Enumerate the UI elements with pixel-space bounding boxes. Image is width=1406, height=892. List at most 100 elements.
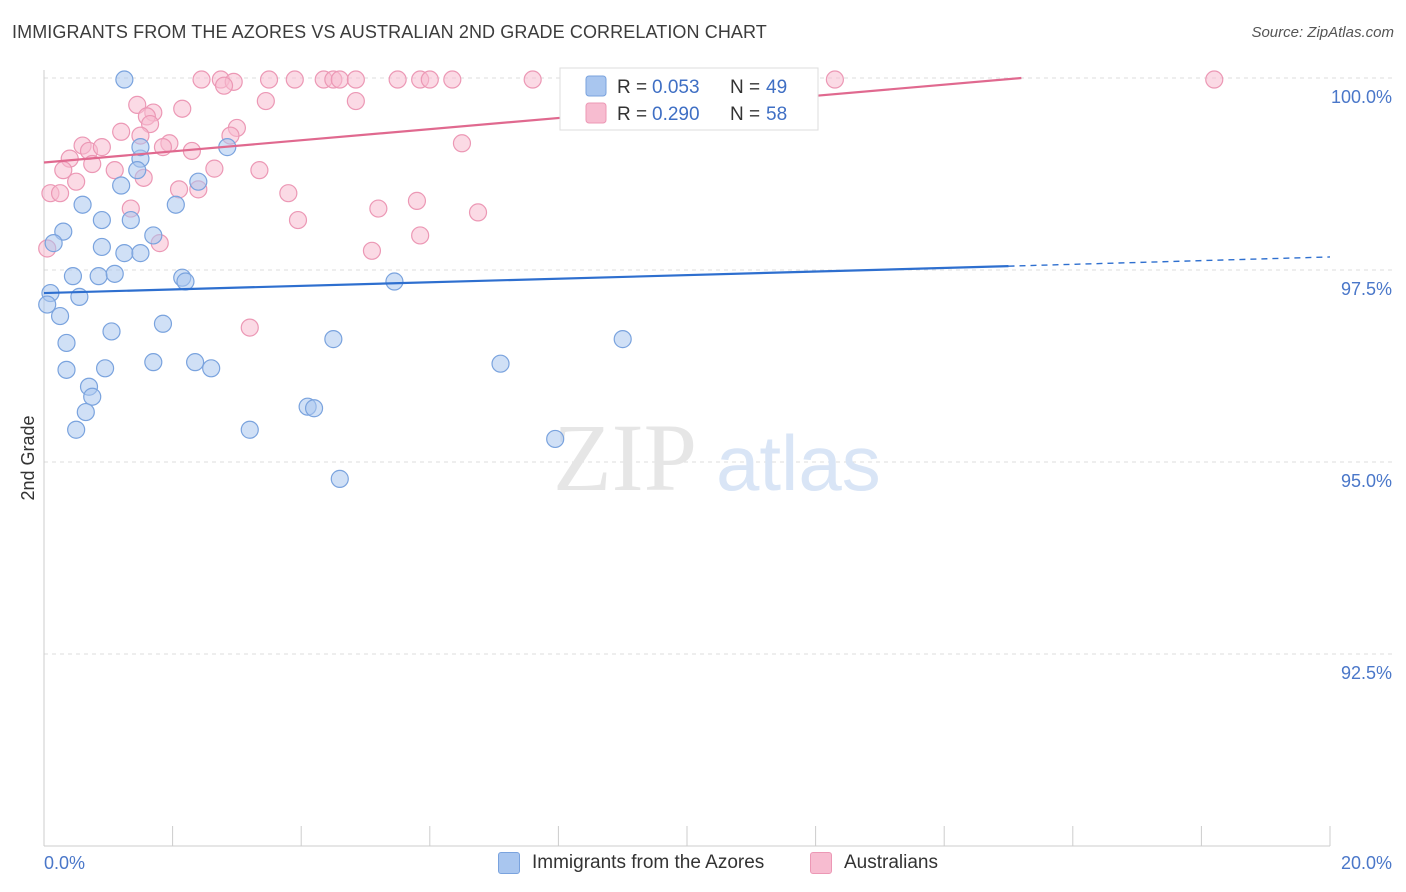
point-azores — [144, 226, 163, 245]
series-legend: Immigrants from the Azores Australians — [0, 852, 1406, 878]
stats-legend: R = 0.053 N = 49 R = 0.290 N = 58 — [559, 67, 819, 131]
point-australians — [173, 99, 192, 118]
point-azores — [102, 322, 121, 341]
chart-title: IMMIGRANTS FROM THE AZORES VS AUSTRALIAN… — [12, 22, 767, 42]
legend-pink-n-value: 58 — [766, 104, 787, 125]
source-label: Source: ZipAtlas.com — [1251, 24, 1394, 41]
point-australians — [407, 191, 427, 210]
legend-blue-n-label: N = — [730, 77, 765, 98]
point-azores — [324, 330, 343, 349]
point-azores — [115, 70, 134, 89]
point-azores — [57, 360, 76, 379]
point-australians — [214, 76, 234, 95]
point-azores — [76, 402, 95, 422]
point-australians — [1205, 70, 1224, 89]
point-azores — [189, 172, 208, 191]
point-australians — [362, 241, 382, 260]
x-tick-label-min: 0.0% — [44, 853, 85, 873]
y-tick-label: 92.5% — [1341, 663, 1392, 683]
point-azores — [57, 333, 76, 353]
point-azores — [613, 330, 632, 349]
x-tick-label-max: 20.0% — [1341, 853, 1392, 873]
point-australians — [369, 199, 388, 218]
legend-blue-r-value: 0.053 — [652, 77, 700, 98]
y-axis-title: 2nd Grade — [18, 415, 38, 500]
point-australians — [205, 159, 224, 178]
point-azores — [176, 272, 195, 291]
point-azores — [73, 195, 92, 214]
point-australians — [346, 91, 365, 111]
point-azores — [131, 244, 150, 263]
y-tick-label: 97.5% — [1341, 279, 1392, 299]
point-azores — [131, 138, 150, 157]
point-australians — [192, 70, 211, 89]
legend-swatch-azores — [498, 852, 520, 874]
trend-line-australians — [43, 76, 1022, 164]
point-australians — [240, 318, 259, 337]
point-azores — [304, 399, 324, 418]
legend-swatch-blue — [585, 75, 607, 97]
legend-pink-r-label: R = — [617, 104, 652, 125]
point-australians — [256, 91, 275, 111]
point-azores — [144, 353, 163, 372]
watermark: ZIP atlas — [553, 404, 881, 511]
y-tick-label: 95.0% — [1341, 471, 1392, 491]
point-australians — [468, 203, 488, 222]
point-azores — [92, 210, 111, 230]
point-australians — [169, 180, 189, 199]
point-australians — [443, 70, 462, 89]
point-azores — [385, 272, 404, 291]
point-azores — [89, 267, 108, 286]
point-australians — [411, 226, 430, 245]
point-australians — [420, 70, 439, 89]
legend-swatch-pink — [585, 102, 607, 124]
point-azores — [105, 264, 124, 283]
watermark-atlas: atlas — [716, 419, 881, 507]
x-ticks — [43, 826, 1331, 846]
point-australians — [259, 70, 279, 89]
point-azores — [63, 267, 83, 286]
trend-line-azores — [43, 265, 1009, 295]
point-azores — [112, 176, 131, 195]
point-azores — [166, 195, 185, 214]
legend-blue-n-value: 49 — [766, 77, 787, 98]
point-azores — [546, 429, 565, 449]
point-azores — [330, 469, 349, 488]
point-australians — [105, 161, 124, 180]
point-azores — [67, 420, 86, 439]
point-australians — [50, 184, 70, 203]
point-australians — [288, 210, 308, 230]
gridlines — [44, 77, 1392, 655]
point-australians — [523, 70, 542, 89]
point-australians — [388, 70, 407, 89]
point-azores — [202, 359, 221, 378]
point-azores — [92, 237, 111, 257]
point-australians — [825, 70, 844, 89]
point-australians — [346, 70, 365, 89]
point-australians — [92, 138, 111, 157]
legend-label-azores: Immigrants from the Azores — [532, 852, 765, 873]
point-australians — [250, 161, 269, 180]
trend-lines — [43, 76, 1331, 295]
point-australians — [67, 172, 86, 191]
point-azores — [240, 420, 259, 439]
point-azores — [121, 210, 140, 230]
y-tick-labels: 100.0% 97.5% 95.0% 92.5% — [1331, 87, 1392, 683]
point-azores — [83, 387, 102, 406]
point-azores — [44, 234, 63, 253]
legend-blue-r-label: R = — [617, 77, 652, 98]
point-australians — [285, 70, 304, 89]
legend-item-australians[interactable]: Australians — [810, 852, 938, 874]
legend-swatch-australians — [810, 852, 832, 874]
legend-item-azores[interactable]: Immigrants from the Azores — [498, 852, 764, 874]
legend-pink-r-value: 0.290 — [652, 104, 700, 125]
legend-pink-n-label: N = — [730, 104, 765, 125]
point-azores — [95, 359, 115, 378]
series-australians — [38, 70, 1224, 337]
point-azores — [491, 354, 510, 373]
point-azores — [115, 244, 134, 263]
point-australians — [330, 70, 349, 89]
point-australians — [279, 184, 298, 203]
y-tick-label: 100.0% — [1331, 87, 1392, 107]
